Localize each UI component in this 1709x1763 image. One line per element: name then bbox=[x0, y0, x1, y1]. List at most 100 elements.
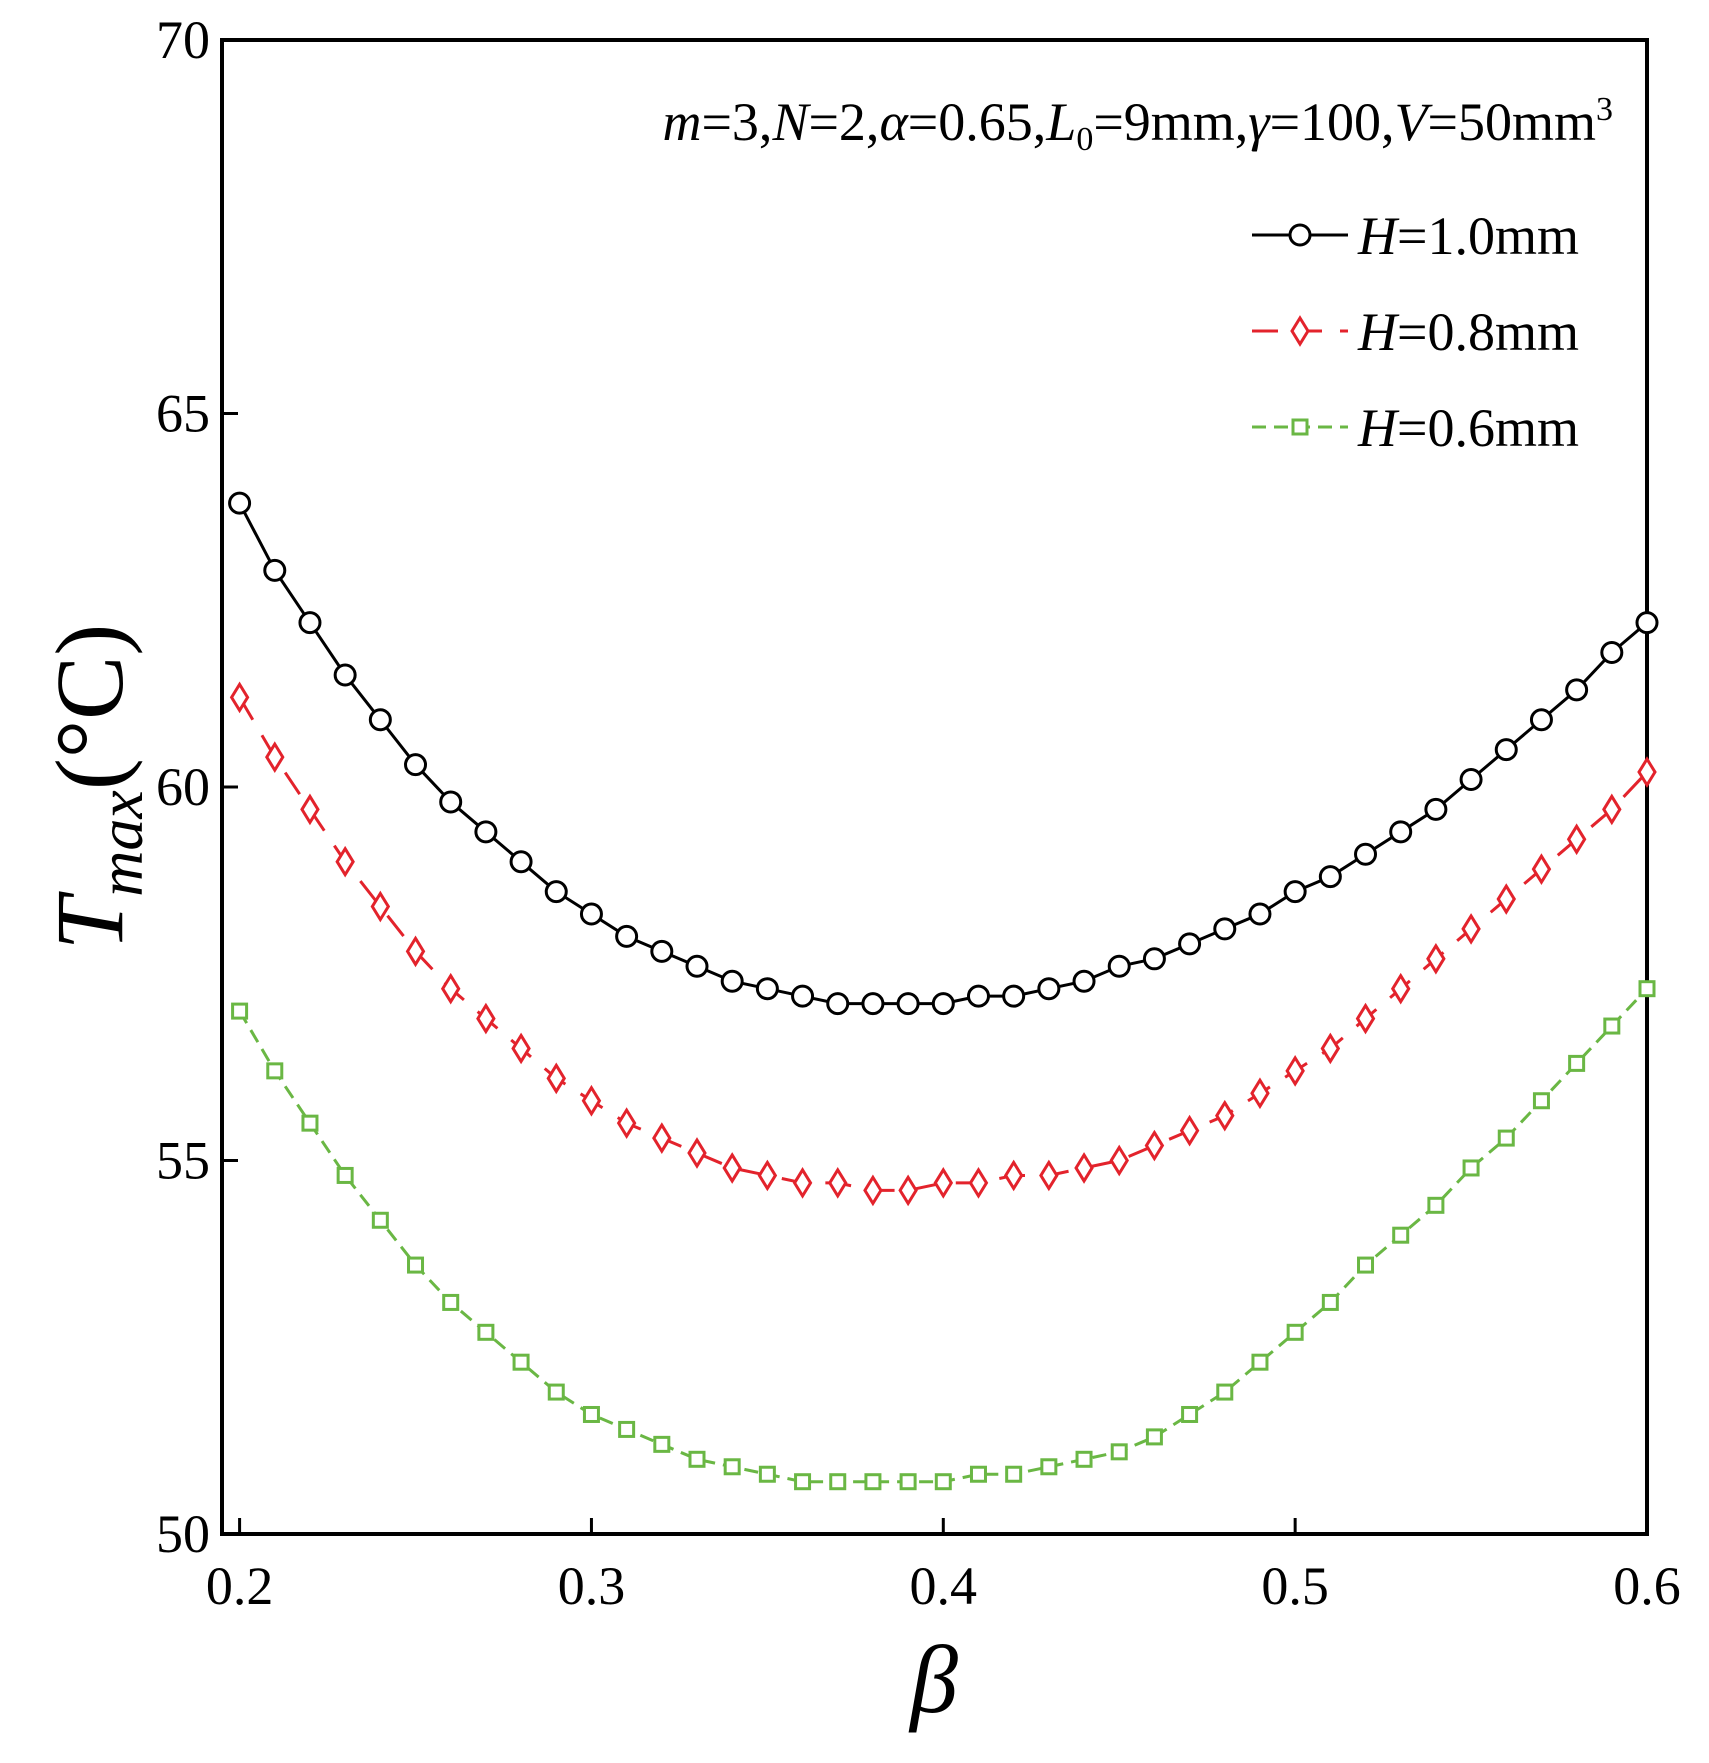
annotation-part: =2, bbox=[808, 92, 879, 152]
data-point bbox=[301, 1114, 319, 1132]
data-point bbox=[581, 1084, 602, 1117]
series-line bbox=[238, 987, 1649, 1484]
x-tick-label: 0.6 bbox=[1613, 1556, 1681, 1616]
data-point bbox=[1248, 902, 1272, 926]
data-point bbox=[546, 1062, 567, 1095]
legend-var: H bbox=[1357, 398, 1400, 458]
legend-label: H=0.8mm bbox=[1357, 302, 1579, 362]
data-point bbox=[688, 1450, 706, 1468]
data-point bbox=[407, 1256, 425, 1274]
y-axis-unit: (°C) bbox=[36, 624, 143, 790]
data-point bbox=[405, 935, 426, 968]
data-point bbox=[1354, 842, 1378, 866]
data-point bbox=[371, 1211, 389, 1229]
data-point bbox=[687, 1137, 707, 1169]
data-point bbox=[1568, 1054, 1586, 1072]
annotation-part: α bbox=[879, 92, 909, 152]
series-layer bbox=[228, 491, 1659, 1491]
data-point bbox=[861, 992, 885, 1016]
data-point bbox=[1426, 942, 1446, 975]
data-point bbox=[266, 1062, 284, 1080]
data-point bbox=[336, 1166, 354, 1184]
data-point bbox=[899, 1473, 917, 1491]
data-point bbox=[547, 1383, 565, 1401]
annotation-part: =100, bbox=[1270, 92, 1395, 152]
data-point bbox=[933, 1167, 954, 1199]
data-point bbox=[1496, 883, 1517, 915]
annotation-part: m bbox=[662, 92, 701, 152]
data-point bbox=[1286, 1323, 1304, 1341]
data-point bbox=[1390, 972, 1411, 1005]
data-point bbox=[1389, 820, 1413, 844]
data-point bbox=[229, 681, 250, 714]
data-point bbox=[1144, 1129, 1165, 1162]
data-point bbox=[368, 708, 392, 732]
y-tick-label: 70 bbox=[156, 10, 210, 70]
data-point bbox=[1109, 1144, 1129, 1177]
data-point bbox=[1179, 1114, 1200, 1147]
data-point bbox=[1285, 1054, 1305, 1087]
data-point bbox=[618, 1420, 636, 1438]
annotation-part: L bbox=[1045, 92, 1076, 152]
y-axis-symbol: T bbox=[36, 890, 143, 950]
data-point bbox=[794, 1473, 812, 1491]
data-point bbox=[1427, 1196, 1445, 1214]
data-point bbox=[1040, 1458, 1058, 1476]
annotation-part: =3, bbox=[701, 92, 772, 152]
data-point bbox=[579, 902, 603, 926]
data-point bbox=[1107, 954, 1131, 978]
data-point bbox=[969, 1465, 987, 1483]
data-point bbox=[1251, 1353, 1269, 1371]
legend-label: H=0.6mm bbox=[1357, 398, 1579, 458]
legend-value: =1.0mm bbox=[1397, 206, 1579, 266]
data-point bbox=[720, 969, 744, 993]
legend-marker bbox=[1290, 315, 1310, 347]
legend-marker bbox=[1288, 223, 1312, 247]
data-point bbox=[653, 1435, 671, 1453]
data-point bbox=[228, 491, 252, 515]
data-point bbox=[1602, 793, 1622, 826]
data-point bbox=[829, 1473, 847, 1491]
data-point bbox=[723, 1458, 741, 1476]
data-point bbox=[898, 1174, 918, 1207]
data-point bbox=[544, 880, 568, 904]
data-point bbox=[582, 1405, 600, 1423]
data-point bbox=[616, 1107, 637, 1140]
x-tick-label: 0.2 bbox=[206, 1556, 274, 1616]
data-point bbox=[966, 984, 990, 1008]
legend-entry-1: H=1.0mm bbox=[1252, 206, 1579, 266]
x-tick-label: 0.3 bbox=[558, 1556, 626, 1616]
data-point bbox=[1321, 1293, 1339, 1311]
legend-label: H=1.0mm bbox=[1357, 206, 1579, 266]
legend-var: H bbox=[1357, 302, 1400, 362]
data-point bbox=[791, 984, 815, 1008]
y-axis-subscript: max bbox=[85, 790, 156, 897]
data-point bbox=[1181, 1405, 1199, 1423]
data-point bbox=[1320, 1032, 1341, 1065]
data-point bbox=[827, 1167, 848, 1199]
data-point bbox=[1074, 1152, 1094, 1184]
data-point bbox=[758, 1465, 776, 1483]
data-point bbox=[1178, 932, 1202, 956]
axis-ticks: 0.2 0.3 0.4 0.5 0.6 50 55 60 65 70 bbox=[156, 10, 1681, 1616]
y-tick-label: 65 bbox=[156, 384, 210, 444]
data-point bbox=[1459, 768, 1483, 792]
annotation-part: V bbox=[1395, 92, 1434, 152]
data-point bbox=[1424, 797, 1448, 821]
data-point bbox=[1638, 980, 1656, 998]
data-point bbox=[934, 1473, 952, 1491]
data-point bbox=[300, 793, 320, 826]
data-point bbox=[826, 992, 850, 1016]
data-point bbox=[263, 558, 287, 582]
data-point bbox=[477, 1323, 495, 1341]
data-point bbox=[1215, 1099, 1235, 1132]
data-point bbox=[512, 1353, 530, 1371]
data-point bbox=[1037, 977, 1061, 1001]
data-point bbox=[1566, 823, 1587, 856]
data-point bbox=[1531, 853, 1552, 886]
legend-value: =0.8mm bbox=[1397, 302, 1579, 362]
legend-marker bbox=[1291, 418, 1309, 436]
data-point bbox=[1462, 1159, 1480, 1177]
